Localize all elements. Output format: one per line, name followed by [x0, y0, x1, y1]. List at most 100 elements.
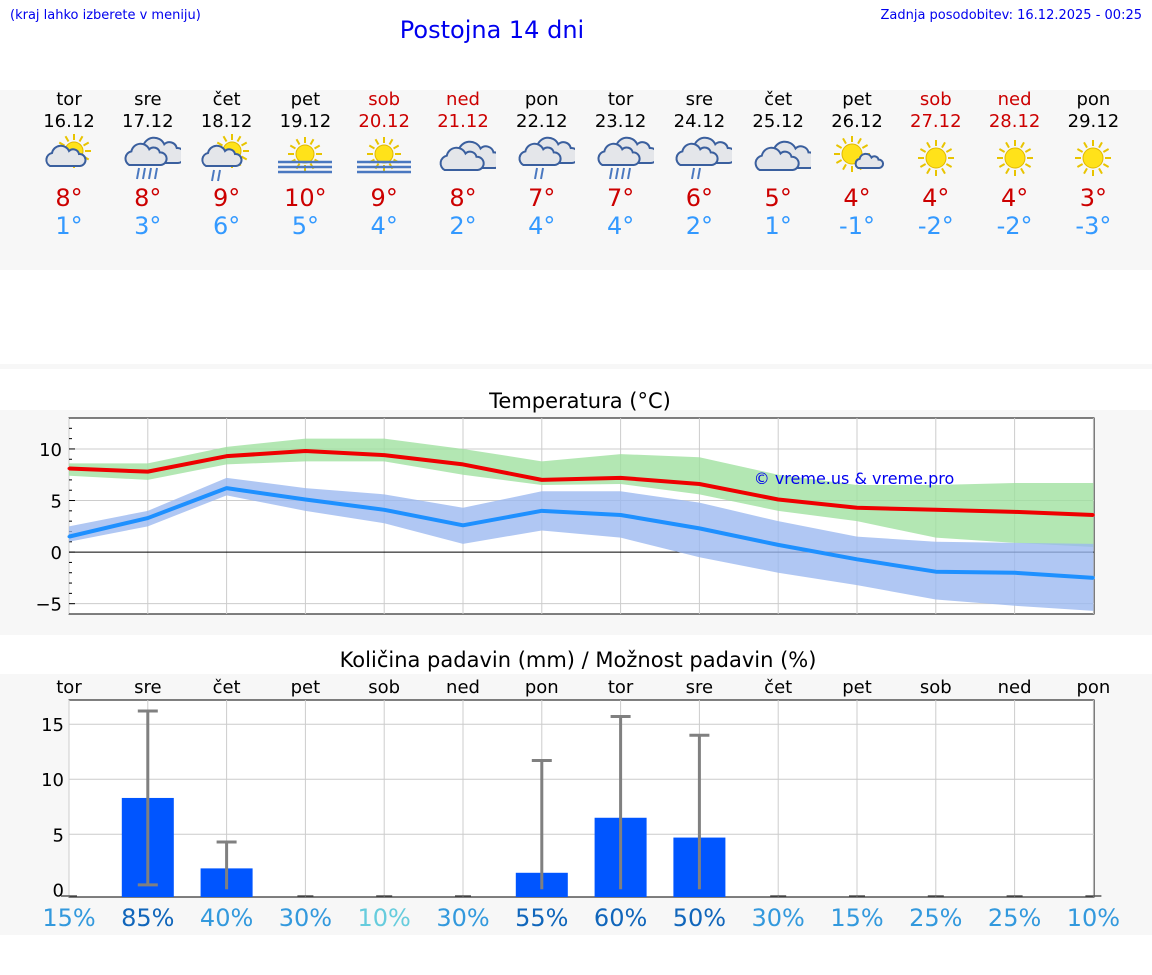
y-tick-label: 5 — [51, 492, 62, 513]
min-temperature: 5° — [291, 212, 320, 240]
day-date: 21.12 — [437, 111, 489, 132]
day-column: sre 24.12 6° 2° — [660, 90, 738, 240]
min-temperature: -1° — [839, 212, 875, 240]
min-temperature: 2° — [685, 212, 714, 240]
day-name: sob — [368, 89, 401, 110]
day-name: tor — [607, 89, 634, 110]
min-temperature-point — [67, 535, 71, 539]
cloudy-icon — [754, 140, 812, 171]
precipitation-probability: 85% — [121, 904, 174, 932]
precipitation-probability: 30% — [436, 904, 489, 932]
day-name: ned — [446, 89, 480, 110]
day-column: pon 29.12 3° -3° — [1054, 89, 1132, 241]
day-column: sob 27.12 4° -2° — [897, 89, 975, 241]
min-temperature-point — [461, 523, 465, 527]
max-temperature-point — [303, 449, 307, 453]
day-column: čet 18.12 9° 6° — [188, 89, 266, 241]
day-name: pon — [1076, 89, 1111, 110]
sun-small-cloud-icon — [834, 136, 885, 172]
max-temperature: 10° — [284, 184, 327, 212]
day-date: 16.12 — [43, 111, 95, 132]
day-column: pet 26.12 4° -1° — [818, 90, 896, 240]
sun-behind-cloud-icon — [45, 134, 91, 168]
y-tick-label: −5 — [35, 595, 62, 616]
min-range-band — [69, 477, 1094, 611]
sun-icon — [1075, 140, 1112, 176]
precipitation-probability: 10% — [1067, 904, 1120, 932]
min-temperature: 2° — [449, 212, 477, 240]
day-name: ned — [997, 89, 1032, 110]
max-temperature-point — [934, 508, 938, 512]
precipitation-day-label: tor — [608, 677, 634, 698]
precipitation-day-label: čet — [213, 677, 241, 698]
min-temperature-point — [1091, 576, 1095, 580]
max-temperature-point — [619, 476, 623, 480]
precipitation-day-label: sob — [920, 677, 952, 698]
day-name: sre — [134, 89, 162, 110]
precipitation-probability: 40% — [200, 904, 253, 932]
day-date: 28.12 — [988, 111, 1041, 132]
precipitation-day-label: ned — [998, 677, 1032, 698]
min-temperature: 1° — [55, 212, 83, 240]
precipitation-day-label: sre — [134, 677, 161, 698]
divider — [0, 364, 1152, 369]
precipitation-day-label: pon — [525, 677, 559, 698]
day-date: 27.12 — [910, 111, 962, 132]
max-temperature-point — [1013, 510, 1017, 514]
day-name: sob — [919, 89, 952, 110]
y-tick-label: 10 — [41, 770, 64, 791]
cloud-light-rain-icon — [675, 136, 733, 180]
max-temperature-point — [540, 478, 544, 482]
y-tick-label: 0 — [53, 880, 64, 901]
temperature-chart-title: Temperatura (°C) — [488, 389, 671, 413]
day-column: ned 21.12 8° 2° — [424, 90, 502, 240]
min-temperature-point — [776, 543, 780, 547]
max-range-band — [69, 438, 1094, 547]
cloudy-icon — [439, 140, 496, 171]
precipitation-day-label: čet — [764, 677, 792, 698]
max-temperature-point — [146, 470, 150, 474]
precipitation-day-label: pet — [842, 677, 872, 698]
day-column: pet 19.12 10° 5° — [266, 90, 344, 240]
max-temperature: 4° — [1000, 184, 1029, 212]
day-name: pet — [290, 89, 321, 110]
y-tick-label: 5 — [53, 825, 64, 846]
day-date: 18.12 — [200, 111, 253, 132]
day-column: tor 16.12 8° 1° — [30, 89, 108, 241]
day-date: 26.12 — [831, 111, 883, 132]
y-tick-label: 15 — [41, 715, 64, 736]
day-name: sre — [685, 89, 714, 110]
day-column: tor 23.12 7° 4° — [582, 90, 660, 240]
precipitation-day-label: tor — [56, 677, 82, 698]
day-name: tor — [56, 89, 82, 110]
precipitation-probability: 55% — [515, 904, 568, 932]
location-menu-hint[interactable]: (kraj lahko izberete v meniju) — [10, 8, 201, 23]
precipitation-probability: 25% — [909, 904, 962, 932]
max-temperature: 9° — [370, 184, 398, 212]
day-name: čet — [212, 89, 241, 110]
precipitation-probability: 60% — [594, 904, 647, 932]
precipitation-probability: 50% — [673, 904, 726, 932]
min-temperature-point — [146, 516, 150, 520]
max-temperature: 8° — [134, 184, 162, 212]
day-date: 29.12 — [1067, 111, 1120, 132]
min-temperature-point — [697, 526, 701, 530]
min-temperature-point — [619, 513, 623, 517]
sun-fog-icon — [278, 137, 333, 174]
day-date: 24.12 — [673, 111, 726, 132]
precipitation-chart-title: Količina padavin (mm) / Možnost padavin … — [340, 648, 817, 672]
min-temperature-point — [540, 509, 544, 513]
cloud-light-rain-icon — [518, 136, 575, 180]
day-column: ned 28.12 4° -2° — [976, 89, 1054, 241]
day-date: 20.12 — [358, 111, 410, 132]
day-date: 17.12 — [122, 111, 174, 132]
max-temperature-point — [697, 482, 701, 486]
page-title: Postojna 14 dni — [399, 16, 585, 44]
min-temperature: -2° — [917, 212, 954, 240]
day-column: čet 25.12 5° 1° — [739, 90, 817, 240]
max-temperature-point — [776, 497, 780, 501]
last-update-text: Zadnja posodobitev: 16.12.2025 - 00:25 — [880, 8, 1142, 23]
precipitation-probability: 30% — [279, 904, 332, 932]
sun-icon — [917, 140, 954, 176]
